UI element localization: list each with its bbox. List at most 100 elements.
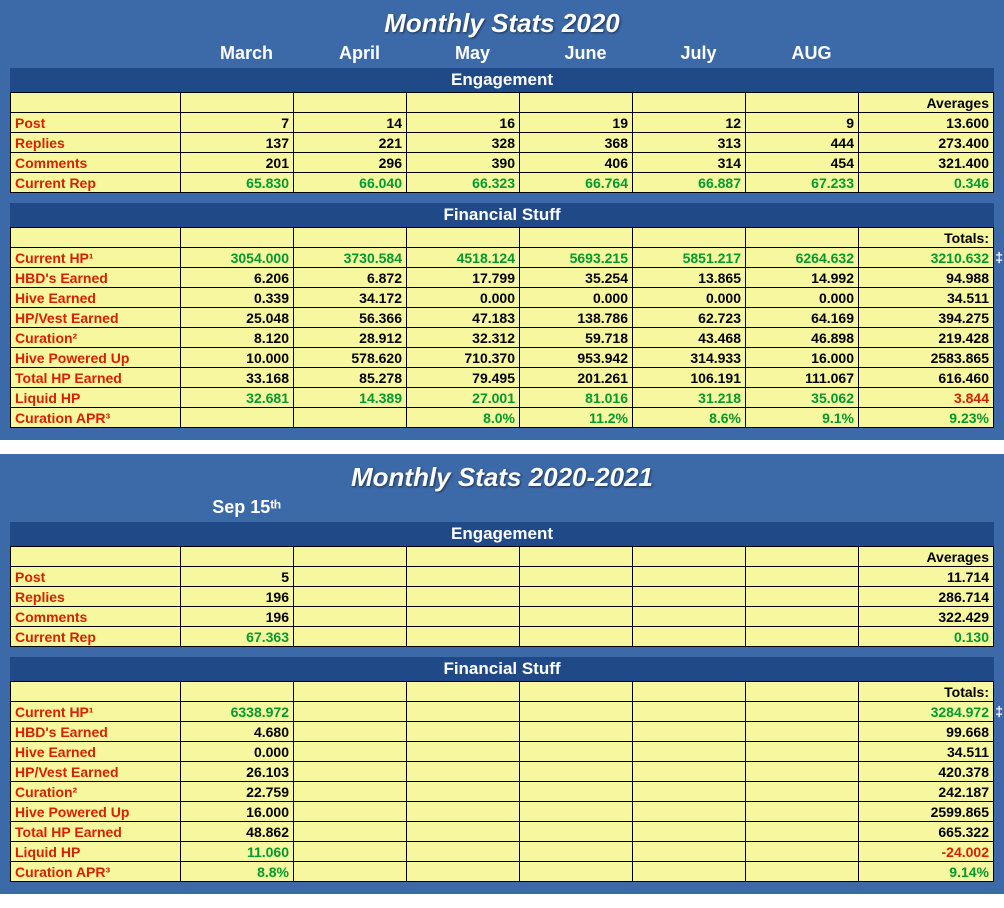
row-label: HBD's Earned — [11, 722, 181, 742]
data-cell: 16.000 — [746, 348, 859, 368]
month-header: May — [416, 43, 529, 64]
data-cell: 11.060 — [181, 842, 294, 862]
row-label: Liquid HP — [11, 388, 181, 408]
table-row: Replies196 286.714 — [11, 587, 994, 607]
table-row: Hive Earned0.33934.1720.0000.0000.0000.0… — [11, 288, 994, 308]
data-cell: 13.865 — [633, 268, 746, 288]
data-cell: 201.261 — [520, 368, 633, 388]
header-cell — [294, 547, 407, 567]
data-cell: 85.278 — [294, 368, 407, 388]
data-cell: 56.366 — [294, 308, 407, 328]
section-header: Financial Stuff — [10, 203, 994, 227]
data-cell — [746, 802, 859, 822]
data-cell: 328 — [407, 133, 520, 153]
total-cell: 3210.632‡ — [859, 248, 994, 268]
table-row: Current HP¹6338.972 3284.972‡ — [11, 702, 994, 722]
data-cell: 313 — [633, 133, 746, 153]
header-cell — [181, 228, 294, 248]
data-cell: 196 — [181, 587, 294, 607]
row-label: Comments — [11, 607, 181, 627]
data-cell: 14.389 — [294, 388, 407, 408]
totals-header: Totals: — [859, 228, 994, 248]
data-cell — [294, 842, 407, 862]
data-cell — [633, 722, 746, 742]
row-label: Total HP Earned — [11, 822, 181, 842]
data-cell: 8.0% — [407, 408, 520, 428]
stats-panel: Monthly Stats 2020-2021Sep 15ᵗʰEngagemen… — [0, 454, 1004, 894]
data-cell — [294, 567, 407, 587]
total-cell: 321.400 — [859, 153, 994, 173]
header-cell — [294, 93, 407, 113]
data-cell: 14 — [294, 113, 407, 133]
header-cell — [633, 228, 746, 248]
data-cell: 65.830 — [181, 173, 294, 193]
row-label: Hive Powered Up — [11, 348, 181, 368]
data-cell — [746, 607, 859, 627]
data-cell — [407, 862, 520, 882]
data-cell: 5851.217 — [633, 248, 746, 268]
data-cell: 314.933 — [633, 348, 746, 368]
total-cell: 13.600 — [859, 113, 994, 133]
header-cell — [294, 228, 407, 248]
data-table: AveragesPost5 11.714Replies196 286.714Co… — [10, 546, 994, 647]
table-row: Comments196 322.429 — [11, 607, 994, 627]
month-header: Sep 15ᵗʰ — [190, 497, 303, 518]
data-cell: 32.681 — [181, 388, 294, 408]
data-cell — [294, 782, 407, 802]
data-cell: 12 — [633, 113, 746, 133]
table-row: Hive Earned0.000 34.511 — [11, 742, 994, 762]
data-cell — [520, 862, 633, 882]
data-cell — [294, 408, 407, 428]
data-cell: 66.323 — [407, 173, 520, 193]
data-cell: 221 — [294, 133, 407, 153]
month-header: AUG — [755, 43, 868, 64]
data-cell — [520, 782, 633, 802]
table-row: Total HP Earned48.862 665.322 — [11, 822, 994, 842]
section-header: Financial Stuff — [10, 657, 994, 681]
row-label: Replies — [11, 133, 181, 153]
panel-title: Monthly Stats 2020 — [10, 8, 994, 39]
table-row: Comments201296390406314454321.400 — [11, 153, 994, 173]
data-cell — [746, 762, 859, 782]
data-cell: 31.218 — [633, 388, 746, 408]
data-cell: 66.764 — [520, 173, 633, 193]
section-gap — [10, 193, 994, 203]
header-cell — [520, 93, 633, 113]
total-cell: 616.460 — [859, 368, 994, 388]
table-header-row: Totals: — [11, 682, 994, 702]
table-row: Current Rep67.363 0.130 — [11, 627, 994, 647]
data-cell: 5693.215 — [520, 248, 633, 268]
row-label: Replies — [11, 587, 181, 607]
data-cell — [294, 862, 407, 882]
data-cell — [746, 722, 859, 742]
data-cell: 67.363 — [181, 627, 294, 647]
data-cell: 14.992 — [746, 268, 859, 288]
data-cell — [407, 567, 520, 587]
total-cell: -24.002 — [859, 842, 994, 862]
data-cell — [181, 408, 294, 428]
data-cell — [407, 782, 520, 802]
total-cell: 273.400 — [859, 133, 994, 153]
data-cell — [294, 627, 407, 647]
total-cell: 219.428 — [859, 328, 994, 348]
totals-header: Averages — [859, 93, 994, 113]
row-label: Current HP¹ — [11, 248, 181, 268]
header-cell — [520, 228, 633, 248]
months-header-row: Sep 15ᵗʰ — [10, 497, 994, 518]
total-cell: 242.187 — [859, 782, 994, 802]
dagger-icon: ‡ — [995, 249, 1003, 265]
data-cell: 4.680 — [181, 722, 294, 742]
data-cell: 11.2% — [520, 408, 633, 428]
data-cell: 62.723 — [633, 308, 746, 328]
table-row: Curation²22.759 242.187 — [11, 782, 994, 802]
data-cell: 25.048 — [181, 308, 294, 328]
section-gap — [10, 647, 994, 657]
header-cell — [407, 682, 520, 702]
data-cell: 17.799 — [407, 268, 520, 288]
data-cell: 43.468 — [633, 328, 746, 348]
header-cell — [746, 228, 859, 248]
total-cell: 394.275 — [859, 308, 994, 328]
month-header: April — [303, 43, 416, 64]
data-cell — [407, 587, 520, 607]
data-cell: 8.120 — [181, 328, 294, 348]
